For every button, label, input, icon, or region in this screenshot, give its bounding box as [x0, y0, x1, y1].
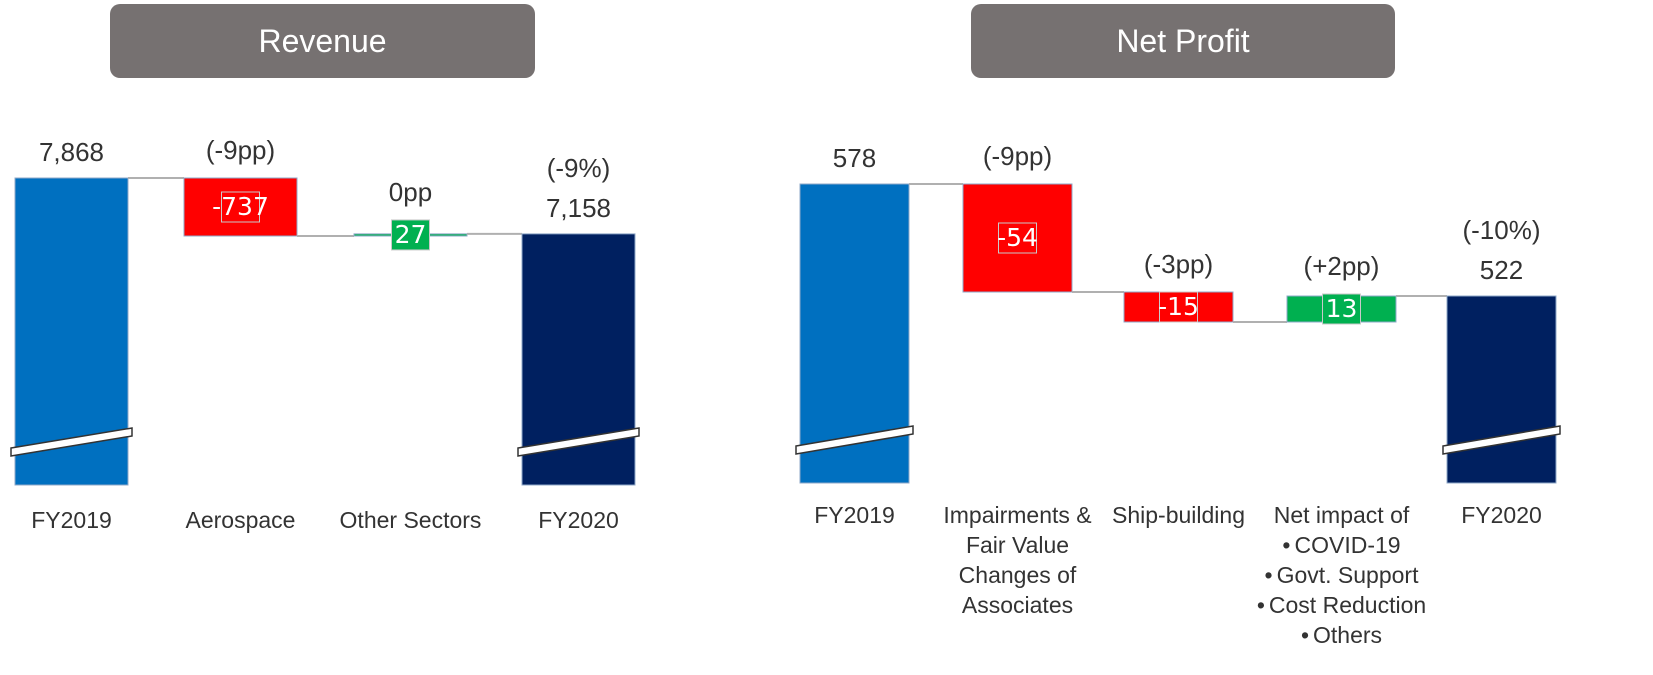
chart-title: Net Profit — [971, 4, 1395, 78]
category-detail: Govt. Support — [1257, 560, 1427, 590]
value-label: 522 — [1480, 255, 1523, 285]
value-label: 27 — [395, 220, 427, 249]
chart-title: Revenue — [110, 4, 535, 78]
value-label-bg — [1322, 293, 1361, 325]
value-label: 7,158 — [546, 193, 611, 223]
value-label-bg — [221, 191, 260, 223]
annotation: (-3pp) — [1144, 249, 1213, 279]
value-label-bg — [391, 219, 430, 251]
value-label: 7,868 — [39, 137, 104, 167]
value-label-bg — [1159, 291, 1198, 323]
axis-break — [795, 425, 914, 455]
value-label-bg — [998, 222, 1037, 254]
annotation: (-9pp) — [206, 135, 275, 165]
category-detail: Cost Reduction — [1257, 590, 1427, 620]
category-detail: Others — [1257, 620, 1427, 650]
category-detail: COVID-19 — [1257, 530, 1427, 560]
category-label: FY2019 — [814, 502, 895, 528]
annotation: (-9%) — [547, 153, 611, 183]
annotation: (+2pp) — [1304, 251, 1380, 281]
category-label: Ship-building — [1112, 502, 1245, 528]
category-label: Impairments & Fair Value Changes of Asso… — [943, 502, 1092, 618]
value-label: -737 — [212, 192, 269, 221]
category-label: Aerospace — [185, 507, 296, 533]
category-label: Net impact ofCOVID-19Govt. SupportCost R… — [1257, 500, 1427, 650]
axis-break — [517, 427, 640, 457]
category-label: FY2020 — [538, 507, 619, 533]
value-label: 578 — [833, 143, 876, 173]
category-label: FY2020 — [1461, 502, 1542, 528]
category-label: Other Sectors — [339, 507, 482, 533]
annotation: (-10%) — [1462, 215, 1540, 245]
value-label: -15 — [1158, 292, 1199, 321]
annotation: 0pp — [389, 177, 432, 207]
category-label: FY2019 — [31, 507, 112, 533]
bar — [1446, 295, 1557, 484]
annotation: (-9pp) — [983, 141, 1052, 171]
value-label: -54 — [997, 223, 1038, 252]
axis-break — [10, 427, 133, 457]
axis-break — [1442, 425, 1561, 455]
value-label: 13 — [1326, 294, 1358, 323]
